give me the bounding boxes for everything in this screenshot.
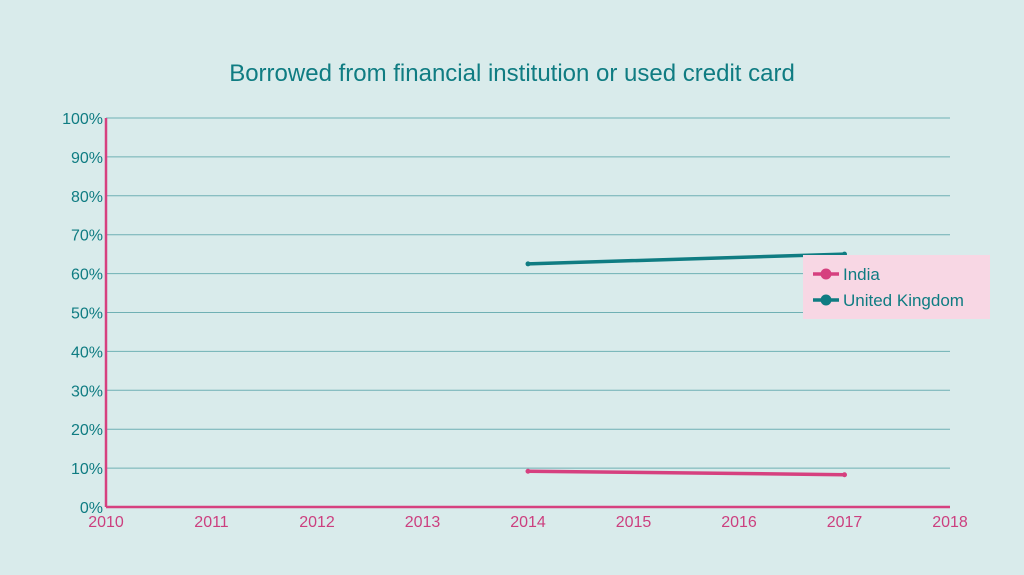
series-lines [525, 251, 847, 478]
series-line [526, 469, 847, 477]
legend-box [803, 255, 990, 319]
y-tick-label: 0% [80, 500, 103, 517]
legend-marker [820, 268, 832, 280]
x-tick-label: 2015 [616, 514, 652, 531]
x-tick-label: 2012 [299, 514, 335, 531]
axes [104, 118, 950, 509]
y-tick-label: 30% [71, 383, 103, 400]
legend-label: United Kingdom [843, 291, 964, 310]
y-tick-label: 40% [71, 344, 103, 361]
legend-marker [820, 294, 832, 306]
x-tick-label: 2018 [932, 514, 968, 531]
x-tick-label: 2010 [88, 514, 124, 531]
y-tick-label: 80% [71, 189, 103, 206]
y-tick-label: 60% [71, 267, 103, 284]
x-tick-label: 2014 [510, 514, 546, 531]
x-tick-label: 2017 [827, 514, 863, 531]
y-tick-labels: 0% 10% 20% 30% 40% 50% 60% 70% 80% 90% 100% [62, 111, 103, 517]
x-tick-label: 2016 [721, 514, 757, 531]
series-line [526, 252, 847, 266]
y-tick-label: 70% [71, 228, 103, 245]
x-tick-label: 2013 [405, 514, 441, 531]
data-point [525, 468, 531, 474]
x-tick-labels: 2010 2011 2012 2013 2014 2015 2016 2017 2018 [88, 514, 968, 531]
y-tick-label: 90% [71, 150, 103, 167]
y-tick-label: 20% [71, 422, 103, 439]
y-tick-label: 10% [71, 461, 103, 478]
grid-lines [106, 117, 950, 469]
y-tick-label: 50% [71, 306, 103, 323]
x-tick-label: 2011 [194, 514, 229, 531]
y-tick-label: 100% [62, 111, 103, 128]
legend: India United Kingdom [803, 255, 990, 319]
data-point [842, 472, 847, 478]
legend-label: India [843, 265, 880, 284]
data-point [525, 261, 531, 267]
chart-title: Borrowed from financial institution or u… [229, 60, 795, 87]
